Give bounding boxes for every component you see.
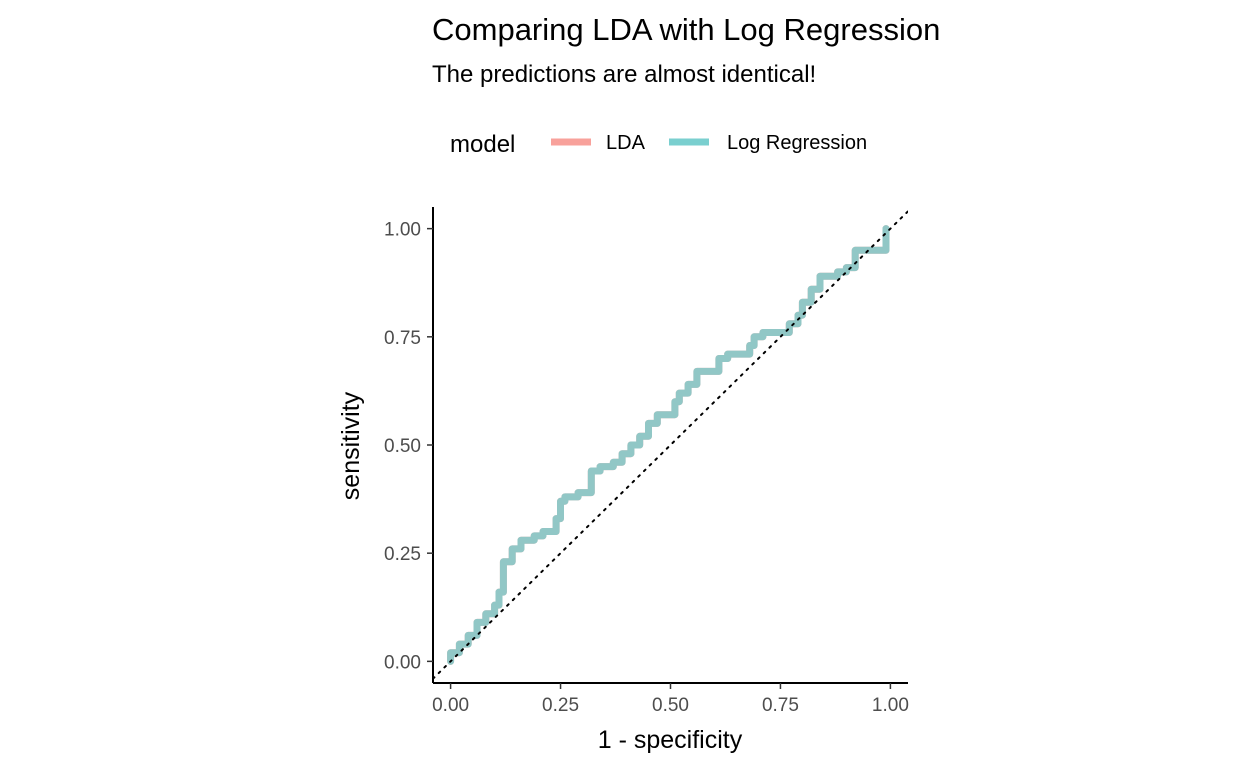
diagonal-reference-line	[433, 210, 908, 680]
y-tick-label: 0.00	[384, 652, 421, 673]
series-line-log-regression	[447, 225, 890, 665]
y-tick-label: 1.00	[384, 220, 421, 241]
y-axis-title: sensitivity	[337, 391, 365, 500]
series-line-lda	[447, 225, 890, 665]
chart-title: Comparing LDA with Log Regression	[432, 12, 940, 47]
x-tick-label: 1.00	[872, 695, 909, 716]
plot-area: 0.00 0.25 0.50 0.75 1.00 0.00 0.25 0.50 0.75 1.00	[384, 207, 909, 716]
legend-label-log-regression: Log Regression	[727, 132, 867, 154]
y-tick-label: 0.50	[384, 436, 421, 457]
legend-label-lda: LDA	[606, 132, 646, 154]
x-axis-title: 1 - specificity	[598, 726, 743, 754]
y-tick-label: 0.25	[384, 544, 421, 565]
x-tick-label: 0.50	[652, 695, 689, 716]
x-tick-label: 0.25	[542, 695, 579, 716]
x-tick-label: 0.00	[432, 695, 469, 716]
legend: model LDA Log Regression	[450, 131, 867, 158]
chart-subtitle: The predictions are almost identical!	[432, 61, 816, 88]
legend-title: model	[450, 131, 515, 158]
x-tick-label: 0.75	[762, 695, 799, 716]
y-tick-label: 0.75	[384, 328, 421, 349]
